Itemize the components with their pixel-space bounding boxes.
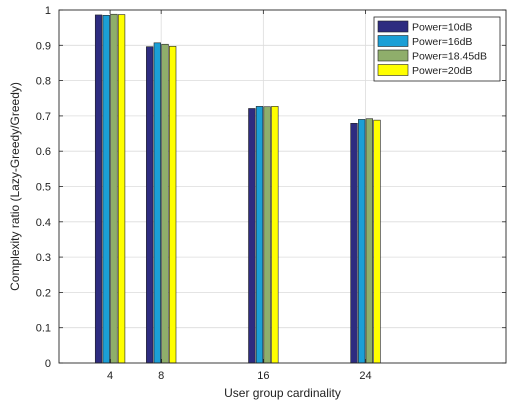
legend-swatch [377, 64, 409, 76]
legend-label: Power=18.45dB [412, 51, 487, 63]
bar-power-16db-x4 [102, 14, 110, 364]
bars-layer [94, 13, 381, 364]
y-tick-label: 0.7 [36, 111, 51, 123]
bar-power-20db-x8 [169, 46, 177, 364]
bar-power-10db-x16 [248, 108, 256, 364]
y-tick-label: 0.8 [36, 76, 51, 88]
x-tick-label: 16 [257, 370, 269, 382]
bar-power-10db-x8 [146, 46, 154, 364]
y-axis-label: Complexity ratio (Lazy-Greedy/Greedy) [8, 82, 22, 291]
y-tick-label: 0.5 [36, 182, 51, 194]
legend-swatch [377, 49, 409, 62]
x-tick-label: 8 [158, 370, 164, 382]
bar-power-18-45db-x16 [263, 106, 271, 364]
y-tick-label: 0.2 [36, 287, 51, 299]
grid-layer [59, 10, 506, 363]
x-axis-label: User group cardinality [224, 386, 341, 400]
bar-power-18-45db-x4 [110, 13, 118, 364]
y-tick-label: 0 [45, 358, 51, 370]
y-tick-label: 0.3 [36, 252, 51, 264]
legend-swatch [377, 20, 409, 33]
x-tick-label: 4 [107, 370, 113, 382]
y-tick-label: 0.1 [36, 323, 51, 335]
bar-power-16db-x8 [153, 42, 161, 364]
bar-power-20db-x16 [271, 106, 279, 364]
bar-power-20db-x24 [373, 119, 381, 364]
bar-power-10db-x24 [350, 123, 358, 364]
bar-power-18-45db-x24 [365, 118, 373, 364]
y-tick-label: 0.9 [36, 40, 51, 52]
y-tick-label: 0.4 [36, 217, 51, 229]
bar-power-16db-x24 [358, 119, 366, 364]
legend-label: Power=16dB [412, 36, 472, 48]
legend-label: Power=10dB [412, 22, 472, 34]
y-tick-label: 0.6 [36, 146, 51, 158]
bar-power-16db-x16 [255, 106, 264, 364]
bar-power-18-45db-x8 [161, 43, 169, 364]
ticks-layer: 0 0.1 0.2 0.3 0.4 0.5 0.6 0.7 0.8 0.9 1 4 8 16 24 [36, 5, 506, 382]
legend: Power=10dB Power=16dB Power=18.45dB Power=2… [373, 16, 501, 82]
legend-swatch [377, 35, 409, 47]
y-tick-label: 1 [45, 5, 51, 17]
legend-label: Power=20dB [412, 65, 472, 77]
bar-power-10db-x4 [94, 14, 103, 364]
bar-power-20db-x4 [117, 14, 126, 364]
x-tick-label: 24 [359, 370, 371, 382]
